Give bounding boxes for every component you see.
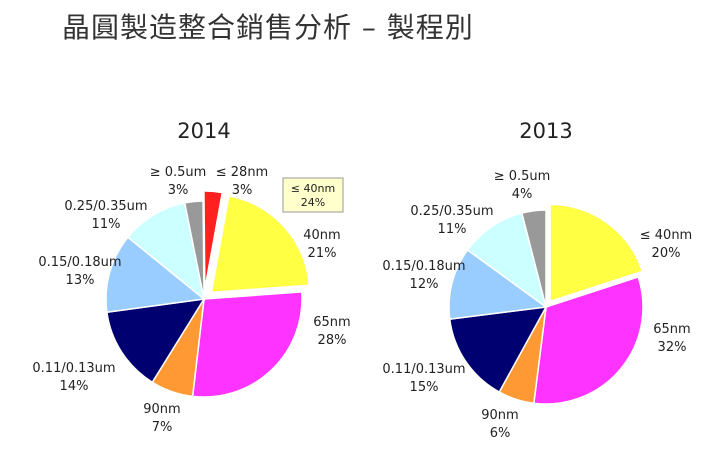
- slice-label-2013-65nm: 65nm: [653, 322, 690, 337]
- slice-2013-0-15-0-18um: [448, 248, 548, 320]
- slice-pct-2013-0-25-0-35um: 11%: [438, 222, 467, 237]
- pie-chart-2014: 2014 ≤ 28nm 3% 40nm 21% 65nm 28% 90nm 7% 0.11/0.1…: [32, 119, 350, 435]
- slice-pct-2013-0-11-0-13um: 15%: [410, 380, 439, 395]
- chart-title-2014: 2014: [177, 119, 230, 143]
- chart-title-2013: 2013: [519, 119, 572, 143]
- slice-label-2014-0-25-0-35um: 0.25/0.35um: [64, 199, 147, 214]
- slice-pct-2013-65nm: 32%: [658, 340, 687, 355]
- slice-pct-2014-40nm: 21%: [308, 246, 337, 261]
- slice-2014-0-11-0-13um: [106, 298, 206, 384]
- slice-2013-ge-0-5um: [520, 209, 547, 308]
- slice-pct-2013-le-40nm: 20%: [652, 246, 681, 261]
- slice-2014-0-15-0-18um: [105, 236, 206, 314]
- slice-2014-ge-0-5um: [183, 200, 205, 300]
- callout-label: ≤ 40nm: [291, 182, 335, 195]
- slice-pct-2014-0-25-0-35um: 11%: [92, 217, 121, 232]
- slice-2013-0-11-0-13um: [448, 306, 548, 394]
- slice-label-2014-90nm: 90nm: [143, 402, 180, 417]
- slice-2014-0-25-0-35um: [126, 202, 206, 301]
- slice-pct-2014-le-28nm: 3%: [232, 183, 253, 198]
- slice-label-2013-0-25-0-35um: 0.25/0.35um: [410, 204, 493, 219]
- slice-2014-le-28nm: [203, 190, 224, 290]
- slice-2013-le-40nm: [549, 203, 644, 303]
- pie-chart-2013: 2013 ≤ 40nm 20% 65nm 32% 90nm 6% 0.11/0.13um 15%…: [382, 119, 692, 441]
- slice-pct-2014-90nm: 7%: [152, 420, 173, 435]
- slice-2014-65nm: [191, 291, 303, 398]
- slice-label-2014-65nm: 65nm: [313, 315, 350, 330]
- callout-pct: 24%: [301, 196, 325, 209]
- slice-2013-65nm: [533, 276, 644, 405]
- callout-box: [282, 177, 344, 213]
- slice-pct-2013-90nm: 6%: [490, 426, 511, 441]
- slice-pct-2014-65nm: 28%: [318, 333, 347, 348]
- page-title: 晶圓製造整合銷售分析 – 製程別: [62, 11, 474, 44]
- slice-label-2013-0-11-0-13um: 0.11/0.13um: [382, 362, 465, 377]
- slice-label-2014-le-28nm: ≤ 28nm: [216, 165, 268, 180]
- slice-label-2013-90nm: 90nm: [481, 408, 518, 423]
- slice-pct-2014-ge-0-5um: 3%: [168, 183, 189, 198]
- slice-label-2014-ge-0-5um: ≥ 0.5um: [150, 165, 207, 180]
- slice-pct-2014-0-11-0-13um: 14%: [60, 379, 89, 394]
- slice-label-2013-ge-0-5um: ≥ 0.5um: [494, 169, 551, 184]
- slice-label-2013-0-15-0-18um: 0.15/0.18um: [382, 259, 465, 274]
- slice-pct-2013-ge-0-5um: 4%: [512, 187, 533, 202]
- slice-label-2014-40nm: 40nm: [303, 228, 340, 243]
- slice-label-2013-le-40nm: ≤ 40nm: [640, 228, 692, 243]
- slice-pct-2013-0-15-0-18um: 12%: [410, 277, 439, 292]
- slice-label-2014-0-11-0-13um: 0.11/0.13um: [32, 361, 115, 376]
- slice-2013-0-25-0-35um: [466, 212, 548, 309]
- slice-2014-40nm: [210, 195, 310, 294]
- slice-label-2014-0-15-0-18um: 0.15/0.18um: [38, 255, 121, 270]
- slice-pct-2014-0-15-0-18um: 13%: [66, 273, 95, 288]
